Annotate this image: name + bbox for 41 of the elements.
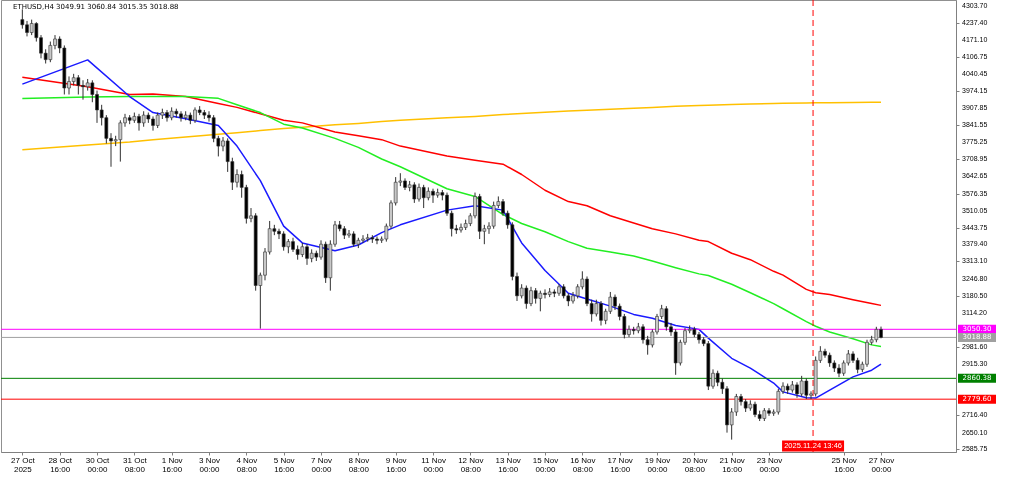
candlestick bbox=[538, 290, 543, 312]
x-tick-label: 23 Nov 00:00 bbox=[756, 455, 783, 474]
x-tick-label: 1 Nov 16:00 bbox=[161, 455, 183, 474]
x-tick-label: 25 Nov 16:00 bbox=[831, 455, 857, 474]
x-tick-label: 21 Nov 16:00 bbox=[719, 455, 745, 474]
candlestick bbox=[48, 41, 53, 63]
candlestick bbox=[524, 285, 529, 310]
x-tick-label: 28 Oct 16:00 bbox=[48, 455, 73, 474]
x-tick-label: 30 Oct 00:00 bbox=[85, 455, 111, 474]
x-tick-label: 27 Oct 2025 bbox=[11, 455, 36, 474]
candlestick bbox=[118, 119, 123, 163]
x-tick-label: 3 Nov 00:00 bbox=[199, 455, 221, 474]
x-tick-label: 11 Nov 00:00 bbox=[421, 455, 446, 474]
candlestick bbox=[20, 8, 25, 30]
candlestick bbox=[211, 114, 216, 143]
line-series bbox=[21, 59, 882, 399]
x-tick-label: 31 Oct 08:00 bbox=[123, 455, 148, 474]
candlestick bbox=[412, 181, 417, 204]
x-tick-label: 5 Nov 16:00 bbox=[273, 455, 295, 474]
x-tick-label: 15 Nov 00:00 bbox=[532, 455, 559, 474]
candlestick bbox=[664, 305, 669, 332]
x-tick-label: 16 Nov 08:00 bbox=[570, 455, 596, 474]
candlestick bbox=[776, 388, 781, 416]
x-tick-label: 9 Nov 16:00 bbox=[385, 455, 407, 474]
line-series bbox=[21, 101, 882, 151]
candlestick bbox=[799, 375, 804, 397]
candlestick bbox=[491, 201, 496, 230]
x-tick-label: 27 Nov 00:00 bbox=[868, 455, 895, 474]
x-tick-label: 12 Nov 08:00 bbox=[458, 455, 484, 474]
x-tick-label: 20 Nov 08:00 bbox=[682, 455, 708, 474]
x-tick-label: 13 Nov 16:00 bbox=[495, 455, 521, 474]
x-tick-label: 8 Nov 08:00 bbox=[348, 455, 370, 474]
candlestick bbox=[804, 377, 809, 400]
x-tick-label: 4 Nov 08:00 bbox=[236, 455, 258, 474]
x-tick-label: 17 Nov 16:00 bbox=[607, 455, 633, 474]
candlestick bbox=[421, 184, 426, 209]
candlestick bbox=[281, 230, 286, 252]
line-series bbox=[21, 95, 882, 348]
candlestick bbox=[76, 74, 81, 95]
x-tick-label: 19 Nov 00:00 bbox=[644, 455, 671, 474]
x-tick-label: 7 Nov 00:00 bbox=[311, 455, 333, 474]
